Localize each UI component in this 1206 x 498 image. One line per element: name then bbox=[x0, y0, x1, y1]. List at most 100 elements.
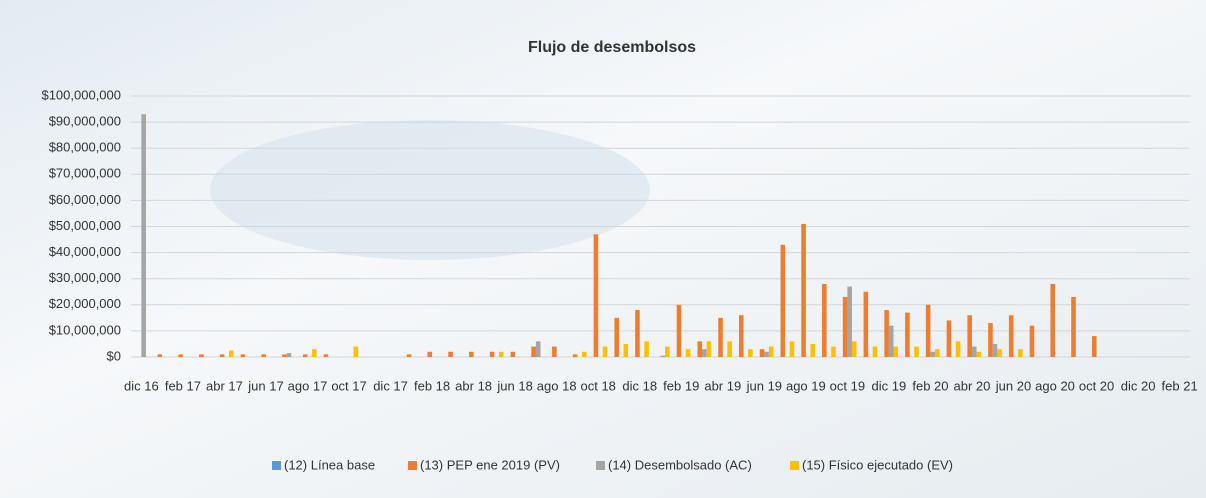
y-tick-label: $70,000,000 bbox=[49, 166, 121, 181]
x-tick-label: jun 18 bbox=[496, 378, 532, 393]
bar bbox=[930, 352, 935, 357]
x-tick-label: abr 17 bbox=[206, 378, 243, 393]
bar bbox=[407, 354, 412, 357]
x-tick-label: jun 20 bbox=[995, 378, 1031, 393]
bar bbox=[727, 341, 732, 357]
x-tick-label: dic 17 bbox=[373, 378, 408, 393]
bar bbox=[947, 320, 952, 357]
bar bbox=[977, 352, 982, 357]
bar bbox=[702, 349, 707, 357]
bar bbox=[1071, 297, 1076, 357]
bar bbox=[354, 347, 359, 357]
bar bbox=[677, 305, 682, 357]
x-tick-label: abr 20 bbox=[954, 378, 991, 393]
bar bbox=[220, 354, 225, 357]
y-tick-label: $30,000,000 bbox=[49, 270, 121, 285]
bar bbox=[801, 224, 806, 357]
x-tick-label: dic 20 bbox=[1121, 378, 1156, 393]
bar bbox=[822, 284, 827, 357]
bar bbox=[594, 234, 599, 357]
x-tick-label: oct 20 bbox=[1079, 378, 1114, 393]
x-tick-label: ago 19 bbox=[786, 378, 826, 393]
legend-label: (13) PEP ene 2019 (PV) bbox=[420, 457, 560, 472]
bar bbox=[956, 341, 961, 357]
bar bbox=[665, 347, 670, 357]
y-tick-label: $100,000,000 bbox=[41, 87, 121, 102]
bar bbox=[739, 315, 744, 357]
x-tick-label: feb 17 bbox=[165, 378, 201, 393]
y-tick-label: $20,000,000 bbox=[49, 296, 121, 311]
bar bbox=[997, 349, 1002, 357]
x-tick-label: ago 18 bbox=[537, 378, 577, 393]
bar bbox=[241, 354, 246, 357]
legend-label: (12) Línea base bbox=[284, 457, 375, 472]
bar bbox=[261, 354, 266, 357]
chart: Flujo de desembolsos $0$10,000,000$20,00… bbox=[0, 0, 1206, 498]
x-tick-label: feb 19 bbox=[663, 378, 699, 393]
bar bbox=[1092, 336, 1097, 357]
y-tick-label: $0 bbox=[107, 348, 121, 363]
bar bbox=[573, 354, 578, 357]
x-tick-label: feb 20 bbox=[912, 378, 948, 393]
bar bbox=[790, 341, 795, 357]
bar bbox=[178, 354, 183, 357]
y-tick-label: $50,000,000 bbox=[49, 218, 121, 233]
x-tick-label: oct 18 bbox=[580, 378, 615, 393]
x-tick-label: dic 16 bbox=[124, 378, 159, 393]
bar bbox=[893, 347, 898, 357]
x-tick-label: feb 21 bbox=[1162, 378, 1198, 393]
bar bbox=[760, 349, 765, 357]
bar bbox=[926, 305, 931, 357]
bar bbox=[935, 349, 940, 357]
x-tick-label: dic 19 bbox=[872, 378, 907, 393]
bar bbox=[644, 341, 649, 357]
y-tick-label: $60,000,000 bbox=[49, 192, 121, 207]
bar bbox=[707, 341, 712, 357]
bar bbox=[686, 349, 691, 357]
legend-label: (14) Desembolsado (AC) bbox=[608, 457, 752, 472]
bar bbox=[852, 341, 857, 357]
bar bbox=[499, 352, 504, 357]
bar bbox=[847, 287, 852, 357]
bar bbox=[1050, 284, 1055, 357]
x-tick-label: oct 17 bbox=[331, 378, 366, 393]
bar bbox=[1009, 315, 1014, 357]
bar bbox=[614, 318, 619, 357]
x-tick-label: oct 19 bbox=[830, 378, 865, 393]
bar bbox=[873, 347, 878, 357]
bar bbox=[1030, 326, 1035, 357]
x-tick-label: jun 19 bbox=[746, 378, 782, 393]
bar bbox=[511, 352, 516, 357]
bar bbox=[624, 344, 629, 357]
y-tick-label: $90,000,000 bbox=[49, 114, 121, 129]
bar bbox=[536, 341, 541, 357]
bar bbox=[324, 354, 329, 357]
bar bbox=[287, 353, 292, 357]
bar bbox=[889, 326, 894, 357]
bar bbox=[531, 347, 536, 357]
bar bbox=[229, 350, 234, 357]
x-tick-label: dic 18 bbox=[622, 378, 657, 393]
legend-swatch bbox=[596, 461, 605, 470]
bar bbox=[781, 245, 786, 357]
bar bbox=[993, 344, 998, 357]
bar bbox=[748, 349, 753, 357]
bar bbox=[1018, 349, 1023, 357]
bar bbox=[582, 352, 587, 357]
x-tick-label: abr 19 bbox=[704, 378, 741, 393]
bar bbox=[988, 323, 993, 357]
bar bbox=[635, 310, 640, 357]
bar bbox=[552, 347, 557, 357]
legend-label: (15) Físico ejecutado (EV) bbox=[802, 457, 953, 472]
bar bbox=[843, 297, 848, 357]
bar bbox=[914, 347, 919, 357]
bar bbox=[428, 352, 433, 357]
bar bbox=[831, 347, 836, 357]
bar bbox=[884, 310, 889, 357]
x-tick-label: abr 18 bbox=[455, 378, 492, 393]
bar bbox=[864, 292, 869, 357]
bar bbox=[303, 354, 308, 357]
bar bbox=[972, 347, 977, 357]
x-tick-label: ago 20 bbox=[1035, 378, 1075, 393]
bar bbox=[905, 313, 910, 357]
